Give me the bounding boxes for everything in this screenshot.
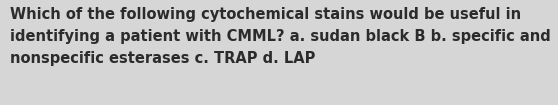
- Text: Which of the following cytochemical stains would be useful in
identifying a pati: Which of the following cytochemical stai…: [10, 7, 551, 66]
